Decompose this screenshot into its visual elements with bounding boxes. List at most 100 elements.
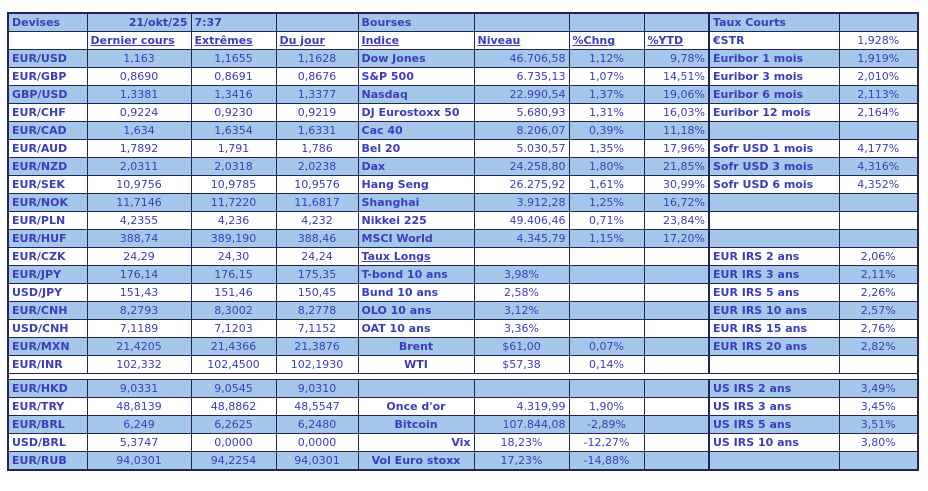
cell-indice[interactable]: S&P 500 (357, 67, 475, 86)
cell-pct-ytd[interactable] (643, 433, 710, 452)
cell-du-jour[interactable]: 388,46 (275, 229, 359, 248)
cell-pair[interactable]: EUR/CZK (7, 247, 88, 266)
cell-extremes[interactable]: 94,2254 (190, 451, 277, 471)
cell-du-jour[interactable]: 0,9219 (275, 103, 359, 122)
cell-taux-value[interactable]: 4,316% (838, 157, 919, 176)
col-header-dernier-cours[interactable]: Dernier cours (86, 31, 192, 50)
section-title-taux-courts[interactable]: Taux Courts (708, 12, 840, 32)
cell-pair[interactable]: EUR/TRY (7, 397, 88, 416)
cell-niveau[interactable]: 49.406,46 (473, 211, 570, 230)
cell-pct-ytd[interactable]: 21,85% (643, 157, 710, 176)
cell-taux-label[interactable]: US IRS 2 ans (708, 379, 840, 398)
cell-taux-label[interactable]: EUR IRS 10 ans (708, 301, 840, 320)
cell-taux-value[interactable]: 2,82% (838, 337, 919, 356)
cell-taux-label[interactable] (708, 211, 840, 230)
cell-indice[interactable]: OAT 10 ans (357, 319, 475, 338)
cell-extremes[interactable]: 389,190 (190, 229, 277, 248)
cell-du-jour[interactable]: 21,3876 (275, 337, 359, 356)
cell-pair[interactable]: EUR/HUF (7, 229, 88, 248)
cell-du-jour[interactable]: 1,1628 (275, 49, 359, 68)
cell-pct-ytd[interactable]: 23,84% (643, 211, 710, 230)
col-header-niveau[interactable]: Niveau (473, 31, 570, 50)
cell-indice[interactable]: WTI (357, 355, 475, 374)
cell-taux-label[interactable]: Euribor 3 mois (708, 67, 840, 86)
cell-taux-label[interactable]: EUR IRS 5 ans (708, 283, 840, 302)
cell-niveau[interactable]: 107.844,08 (473, 415, 570, 434)
cell-indice[interactable]: Shanghai (357, 193, 475, 212)
cell-pair[interactable]: EUR/SEK (7, 175, 88, 194)
cell-niveau[interactable]: 2,58% (473, 283, 570, 302)
cell-pct-chng[interactable]: 0,71% (568, 211, 645, 230)
cell-niveau[interactable]: 24.258,80 (473, 157, 570, 176)
cell-dernier-cours[interactable]: 388,74 (86, 229, 192, 248)
empty-cell[interactable] (473, 12, 570, 32)
cell-taux-label[interactable]: US IRS 3 ans (708, 397, 840, 416)
cell-taux-value[interactable]: 3,49% (838, 379, 919, 398)
cell-indice[interactable]: T-bond 10 ans (357, 265, 475, 284)
cell-dernier-cours[interactable]: 1,7892 (86, 139, 192, 158)
cell-extremes[interactable]: 0,0000 (190, 433, 277, 452)
cell-pct-ytd[interactable]: 16,03% (643, 103, 710, 122)
cell-pct-ytd[interactable]: 11,18% (643, 121, 710, 140)
cell-taux-label[interactable]: Sofr USD 1 mois (708, 139, 840, 158)
cell-pct-chng[interactable]: 1,15% (568, 229, 645, 248)
cell-pct-ytd[interactable] (643, 379, 710, 398)
cell-pct-ytd[interactable]: 30,99% (643, 175, 710, 194)
cell-taux-value[interactable] (838, 451, 919, 471)
cell-pct-ytd[interactable] (643, 247, 710, 266)
cell-indice[interactable]: Brent (357, 337, 475, 356)
cell-pct-chng[interactable]: 1,07% (568, 67, 645, 86)
cell-pair[interactable]: EUR/USD (7, 49, 88, 68)
cell-taux-value[interactable]: 2,57% (838, 301, 919, 320)
cell-dernier-cours[interactable]: 0,8690 (86, 67, 192, 86)
cell-pair[interactable]: EUR/BRL (7, 415, 88, 434)
cell-dernier-cours[interactable]: 4,2355 (86, 211, 192, 230)
empty-cell[interactable] (7, 31, 88, 50)
cell-pct-chng[interactable]: -14,88% (568, 451, 645, 471)
cell-du-jour[interactable]: 94,0301 (275, 451, 359, 471)
cell-du-jour[interactable]: 0,0000 (275, 433, 359, 452)
cell-pair[interactable]: EUR/JPY (7, 265, 88, 284)
cell-pct-ytd[interactable] (643, 355, 710, 374)
cell-dernier-cours[interactable]: 11,7146 (86, 193, 192, 212)
cell-extremes[interactable]: 24,30 (190, 247, 277, 266)
col-header-extremes[interactable]: Extrêmes (190, 31, 277, 50)
cell-du-jour[interactable]: 24,24 (275, 247, 359, 266)
cell-du-jour[interactable]: 8,2778 (275, 301, 359, 320)
cell-pct-ytd[interactable]: 17,96% (643, 139, 710, 158)
cell-dernier-cours[interactable]: 5,3747 (86, 433, 192, 452)
cell-pct-chng[interactable] (568, 283, 645, 302)
cell-indice[interactable] (357, 379, 475, 398)
cell-pct-chng[interactable] (568, 247, 645, 266)
cell-pct-ytd[interactable] (643, 319, 710, 338)
cell-dernier-cours[interactable]: 24,29 (86, 247, 192, 266)
cell-du-jour[interactable]: 1,786 (275, 139, 359, 158)
cell-pct-ytd[interactable] (643, 301, 710, 320)
cell-taux-value[interactable]: 2,113% (838, 85, 919, 104)
cell-du-jour[interactable]: 9,0310 (275, 379, 359, 398)
cell-taux-value[interactable]: 2,164% (838, 103, 919, 122)
cell-dernier-cours[interactable]: 7,1189 (86, 319, 192, 338)
empty-cell[interactable] (275, 12, 359, 32)
cell-du-jour[interactable]: 10,9576 (275, 175, 359, 194)
cell-pair[interactable]: EUR/RUB (7, 451, 88, 471)
cell-taux-label[interactable]: EUR IRS 15 ans (708, 319, 840, 338)
cell-extremes[interactable]: 2,0318 (190, 157, 277, 176)
cell-indice[interactable]: Taux Longs (357, 247, 475, 266)
col-header-du-jour[interactable]: Du jour (275, 31, 359, 50)
cell-extremes[interactable]: 11,7220 (190, 193, 277, 212)
cell-taux-label[interactable] (708, 229, 840, 248)
cell-du-jour[interactable]: 175,35 (275, 265, 359, 284)
col-header-indice[interactable]: Indice (357, 31, 475, 50)
cell-taux-label[interactable]: US IRS 5 ans (708, 415, 840, 434)
cell-niveau[interactable]: $57,38 (473, 355, 570, 374)
cell-extremes[interactable]: 102,4500 (190, 355, 277, 374)
cell-niveau[interactable]: 4.319,99 (473, 397, 570, 416)
cell-niveau[interactable]: 3,12% (473, 301, 570, 320)
cell-extremes[interactable]: 1,1655 (190, 49, 277, 68)
cell-pct-chng[interactable]: 1,90% (568, 397, 645, 416)
cell-extremes[interactable]: 0,9230 (190, 103, 277, 122)
cell-pair[interactable]: EUR/CHF (7, 103, 88, 122)
cell-taux-value[interactable] (838, 121, 919, 140)
cell-pct-ytd[interactable] (643, 451, 710, 471)
